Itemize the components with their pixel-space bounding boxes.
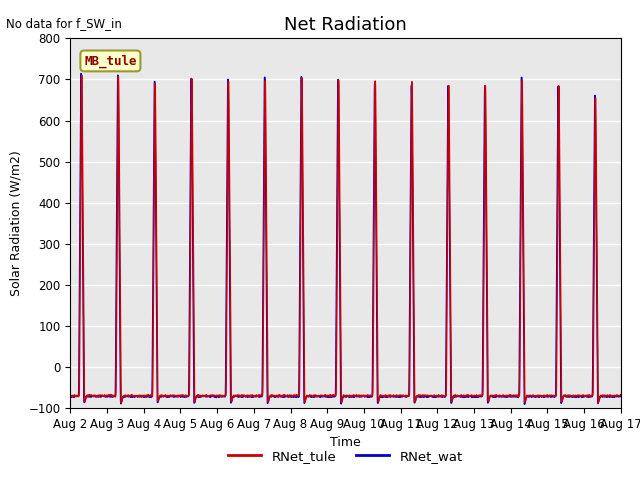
RNet_tule bbox=[587, 393, 595, 399]
RNet_wat bbox=[521, 401, 529, 407]
Y-axis label: Solar Radiation (W/m2): Solar Radiation (W/m2) bbox=[10, 150, 23, 296]
RNet_tule bbox=[78, 72, 86, 78]
RNet_wat bbox=[67, 394, 74, 399]
RNet_tule bbox=[67, 392, 74, 398]
RNet_wat bbox=[484, 399, 492, 405]
Text: No data for f_SW_in: No data for f_SW_in bbox=[6, 17, 122, 30]
RNet_wat bbox=[327, 394, 335, 400]
X-axis label: Time: Time bbox=[330, 436, 361, 449]
RNet_tule bbox=[253, 394, 261, 399]
RNet_wat bbox=[77, 71, 85, 76]
Line: RNet_tule: RNet_tule bbox=[70, 75, 621, 403]
Legend: RNet_tule, RNet_wat: RNet_tule, RNet_wat bbox=[223, 444, 468, 468]
Line: RNet_wat: RNet_wat bbox=[70, 73, 621, 404]
RNet_tule bbox=[118, 400, 125, 406]
RNet_tule bbox=[469, 393, 477, 398]
RNet_tule bbox=[594, 353, 602, 359]
Text: MB_tule: MB_tule bbox=[84, 54, 137, 68]
Title: Net Radiation: Net Radiation bbox=[284, 16, 407, 34]
RNet_wat bbox=[469, 394, 477, 400]
RNet_tule bbox=[617, 392, 625, 397]
RNet_tule bbox=[484, 398, 492, 404]
RNet_wat bbox=[617, 394, 625, 399]
RNet_wat bbox=[587, 394, 595, 399]
RNet_wat bbox=[594, 400, 602, 406]
RNet_tule bbox=[327, 393, 335, 399]
RNet_wat bbox=[253, 394, 261, 399]
